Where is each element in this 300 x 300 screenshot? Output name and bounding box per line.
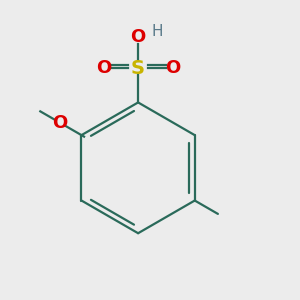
Text: O: O [130,28,146,46]
Text: O: O [96,59,112,77]
Text: H: H [152,24,163,39]
Text: O: O [165,59,180,77]
Text: S: S [131,59,145,78]
Text: O: O [52,113,67,131]
